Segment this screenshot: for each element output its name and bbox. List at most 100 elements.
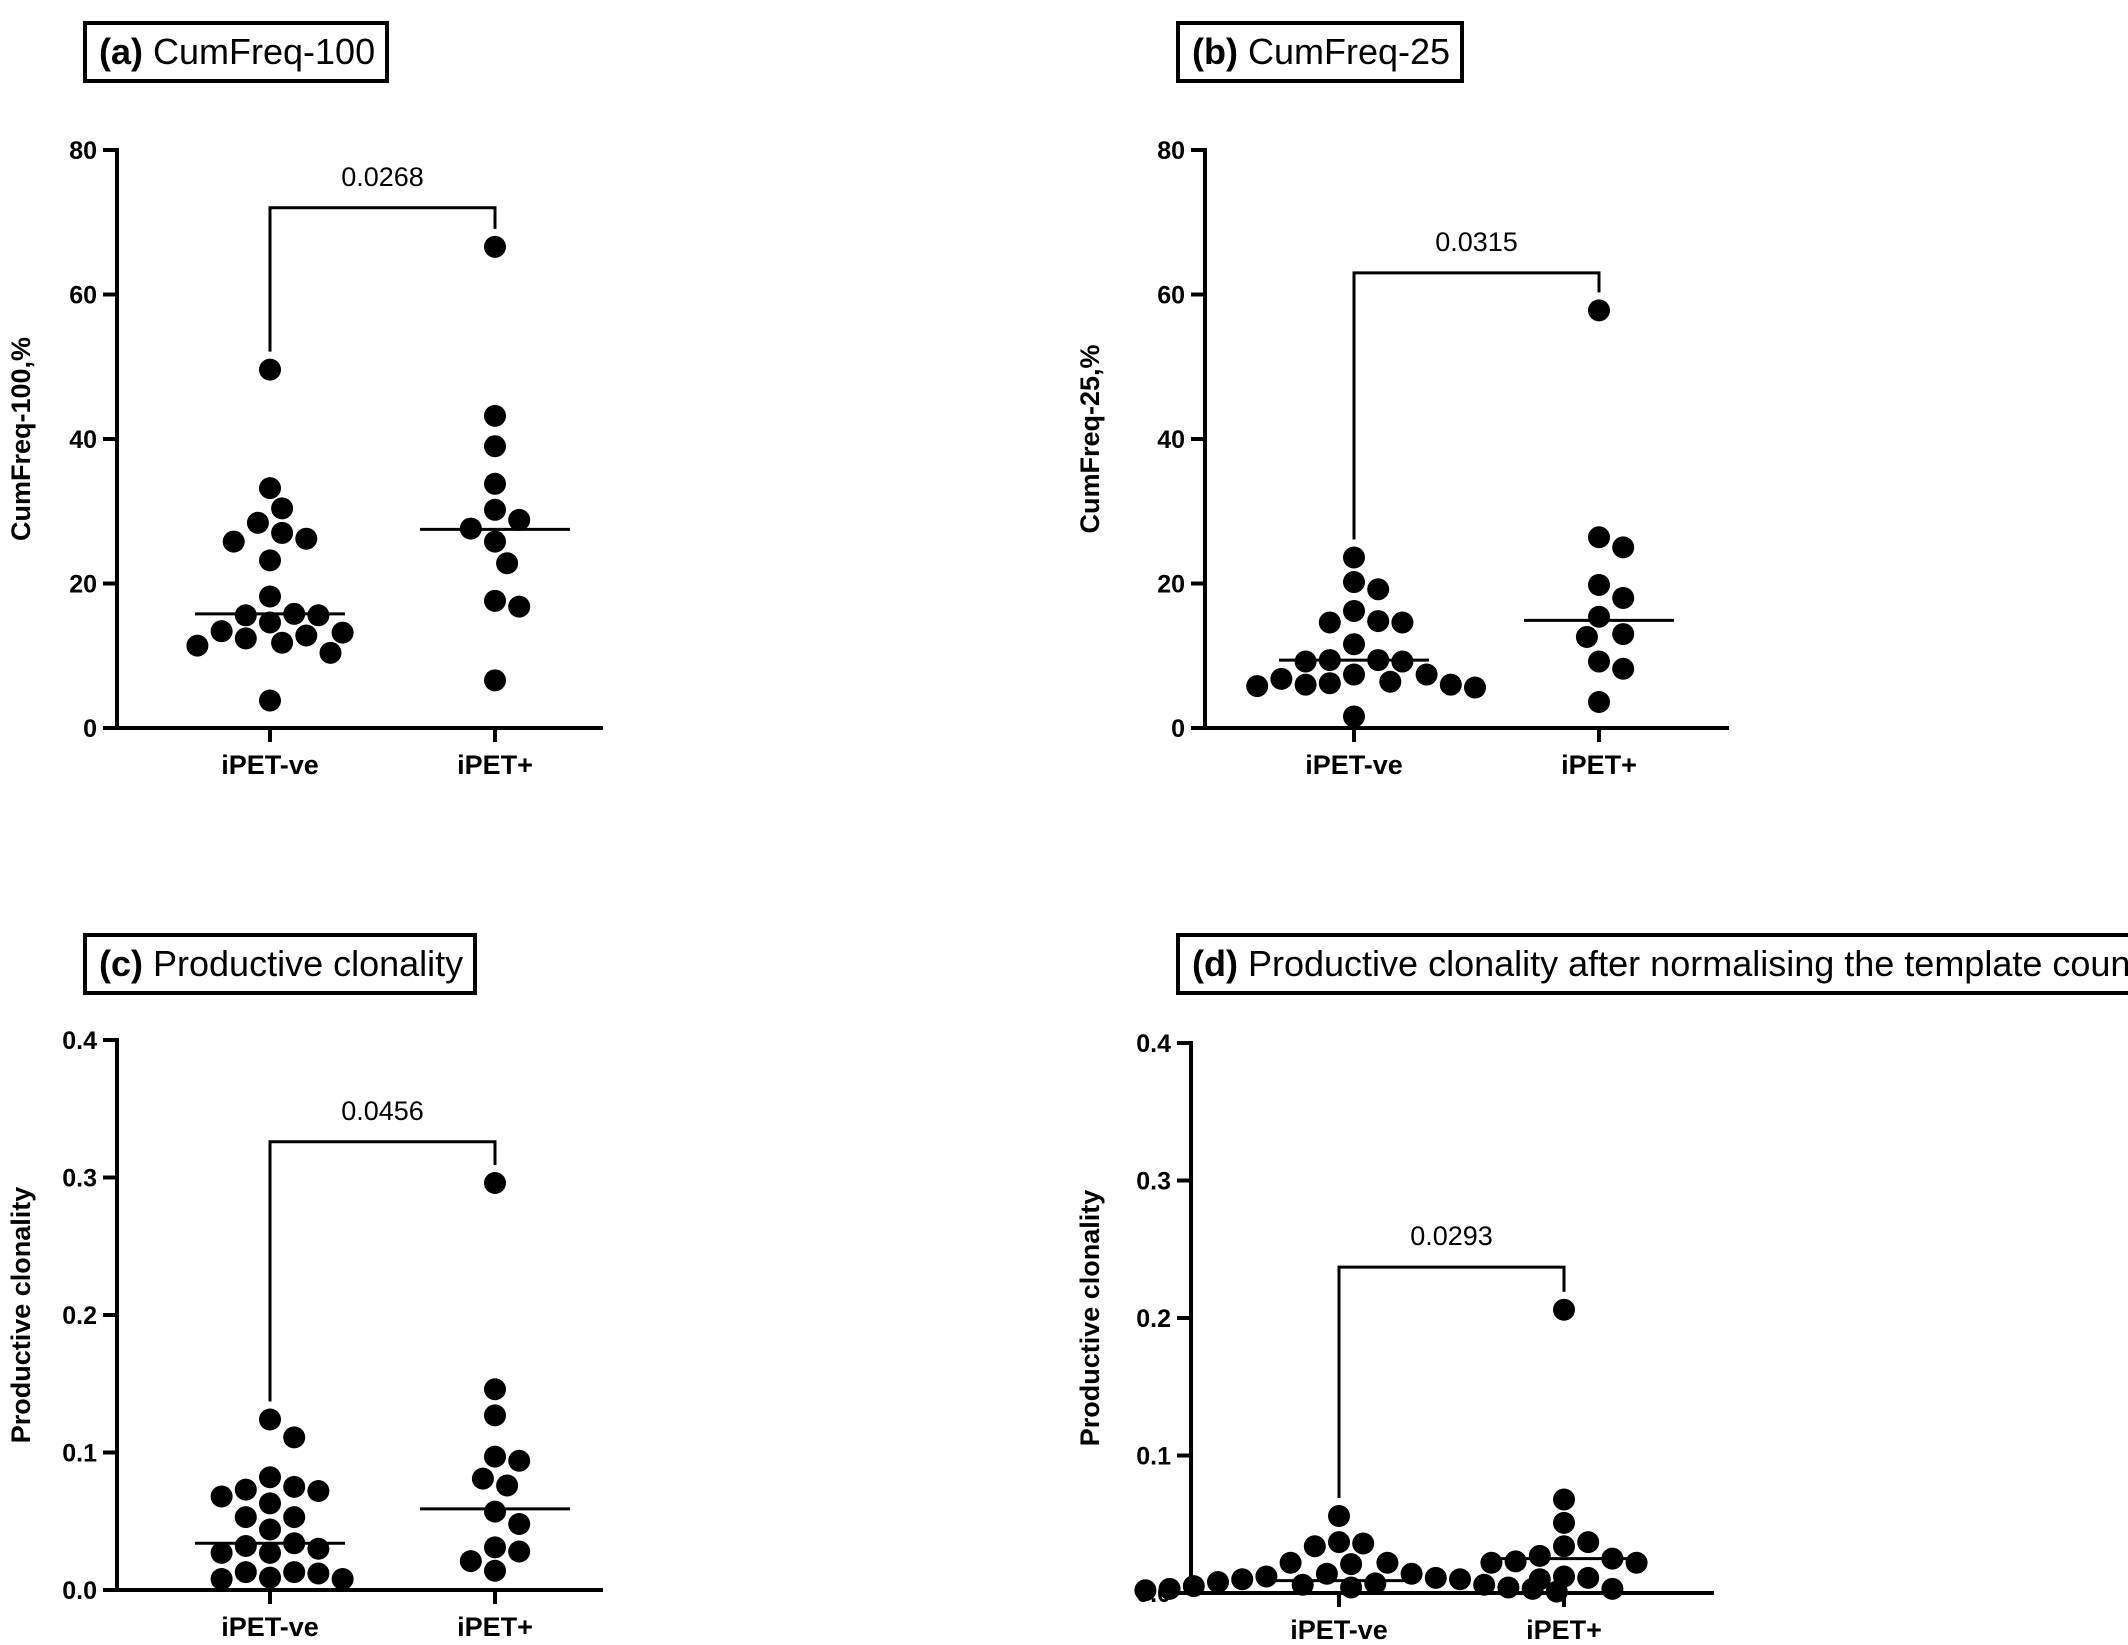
y-tick-label: 0.2 bbox=[62, 1302, 97, 1330]
significance-bracket bbox=[268, 1140, 497, 1402]
y-tick-label: 60 bbox=[1157, 282, 1185, 310]
y-tick-label: 80 bbox=[1157, 137, 1185, 165]
x-tick-label: iPET+ bbox=[1561, 750, 1637, 780]
significance-bracket bbox=[268, 206, 497, 352]
y-tick-label: 0.1 bbox=[62, 1440, 97, 1468]
data-point bbox=[295, 527, 318, 550]
data-point bbox=[259, 1566, 281, 1589]
p-value-label: 0.0293 bbox=[1410, 1221, 1493, 1251]
data-point bbox=[246, 511, 269, 534]
data-point bbox=[484, 1445, 506, 1468]
data-point bbox=[259, 549, 281, 572]
panel-b: (b) CumFreq-25 0 20 40 60 80 iPET-ve iPET+ CumF… bbox=[1064, 0, 2128, 820]
y-tick-label: 0 bbox=[83, 715, 97, 743]
panel-title-text: Productive clonality after normalising t… bbox=[1247, 943, 2128, 984]
y-tick-label: 40 bbox=[1157, 426, 1185, 454]
data-point bbox=[508, 1540, 531, 1563]
data-point bbox=[1379, 670, 1402, 693]
x-tick-label: iPET-ve bbox=[1290, 1615, 1388, 1645]
data-point bbox=[1577, 1566, 1600, 1589]
panel-a: (a) CumFreq-100 0 20 40 60 80 iPET-ve iPET+ Cum… bbox=[0, 0, 1064, 820]
data-point bbox=[484, 235, 506, 258]
panel-title: (d) Productive clonality after normalisi… bbox=[1176, 933, 2128, 995]
data-point bbox=[1343, 663, 1365, 686]
data-point bbox=[1439, 673, 1462, 696]
p-value-label: 0.0268 bbox=[341, 162, 424, 192]
panel-title-text: CumFreq-25 bbox=[1247, 31, 1451, 72]
data-point bbox=[1343, 571, 1365, 594]
data-point bbox=[1415, 663, 1438, 686]
chart-cumfreq-25: 0 20 40 60 80 iPET-ve iPET+ CumFreq-25,% 0.0315 bbox=[1075, 137, 1729, 780]
data-point bbox=[1528, 1568, 1551, 1591]
data-point bbox=[1577, 1531, 1600, 1554]
data-point bbox=[1424, 1566, 1447, 1589]
data-point bbox=[1553, 1488, 1575, 1511]
data-point bbox=[1255, 1565, 1278, 1588]
data-point bbox=[1367, 610, 1390, 633]
data-point bbox=[259, 1492, 281, 1515]
data-point bbox=[1612, 657, 1635, 680]
data-point bbox=[186, 634, 209, 657]
data-point bbox=[1158, 1577, 1181, 1600]
x-tick-label: iPET-ve bbox=[221, 750, 319, 780]
data-point bbox=[1303, 1535, 1326, 1558]
data-point bbox=[1575, 625, 1598, 648]
data-point bbox=[1343, 705, 1365, 728]
p-value-label: 0.0456 bbox=[341, 1096, 424, 1126]
p-value-label: 0.0315 bbox=[1435, 227, 1518, 257]
data-point bbox=[271, 521, 294, 544]
y-axis-label: CumFreq-100,% bbox=[6, 337, 36, 541]
y-tick-label: 0.4 bbox=[62, 1027, 97, 1055]
data-point bbox=[210, 1541, 233, 1564]
significance-bracket bbox=[1352, 271, 1601, 540]
data-point bbox=[1134, 1579, 1157, 1602]
y-axis-label: CumFreq-25,% bbox=[1075, 344, 1105, 533]
data-point bbox=[259, 1466, 281, 1489]
y-tick-label: 0.0 bbox=[62, 1577, 97, 1605]
data-point bbox=[1612, 536, 1635, 559]
data-point bbox=[508, 1513, 531, 1535]
data-point bbox=[484, 1172, 506, 1194]
panel-title: (a) CumFreq-100 bbox=[83, 21, 390, 83]
y-tick-label: 0.3 bbox=[62, 1165, 97, 1193]
data-point bbox=[484, 472, 506, 495]
data-point bbox=[1246, 675, 1269, 698]
data-point bbox=[1270, 667, 1293, 690]
x-tick-label: iPET+ bbox=[1526, 1615, 1602, 1645]
data-point bbox=[259, 1408, 281, 1431]
significance-bracket bbox=[1337, 1265, 1566, 1498]
x-tick-label: iPET-ve bbox=[221, 1612, 319, 1642]
data-point bbox=[1328, 1505, 1350, 1527]
data-point bbox=[1588, 573, 1610, 596]
y-tick-label: 0.1 bbox=[1136, 1443, 1171, 1471]
data-point bbox=[1376, 1551, 1399, 1574]
data-point bbox=[1625, 1551, 1648, 1574]
y-axis-label: Productive clonality bbox=[6, 1187, 36, 1444]
panel-letter: (a) bbox=[99, 31, 143, 72]
panel-letter: (d) bbox=[1192, 943, 1238, 984]
data-point bbox=[271, 631, 294, 654]
data-point bbox=[484, 530, 506, 553]
data-point bbox=[484, 1404, 506, 1427]
y-tick-label: 60 bbox=[69, 282, 97, 310]
data-point bbox=[1553, 1298, 1575, 1321]
data-point bbox=[1601, 1577, 1624, 1600]
data-point bbox=[210, 1568, 233, 1590]
x-tick-label: iPET+ bbox=[457, 1612, 533, 1642]
data-point bbox=[1328, 1531, 1350, 1554]
data-point bbox=[259, 689, 281, 712]
data-point bbox=[295, 624, 318, 647]
panel-title: (c) Productive clonality bbox=[83, 933, 478, 995]
y-tick-label: 20 bbox=[69, 571, 97, 599]
data-point bbox=[1449, 1568, 1471, 1591]
data-point bbox=[1588, 650, 1610, 673]
y-tick-label: 0.3 bbox=[1136, 1168, 1171, 1196]
data-point bbox=[484, 1500, 506, 1523]
panel-title: (b) CumFreq-25 bbox=[1176, 21, 1465, 83]
data-point bbox=[307, 1537, 330, 1560]
data-point bbox=[508, 1449, 531, 1472]
data-point bbox=[484, 1536, 506, 1559]
data-point bbox=[222, 530, 245, 553]
y-tick-label: 0.2 bbox=[1136, 1305, 1171, 1333]
panel-d: (d) Productive clonality after normalisi… bbox=[1064, 820, 2128, 1645]
